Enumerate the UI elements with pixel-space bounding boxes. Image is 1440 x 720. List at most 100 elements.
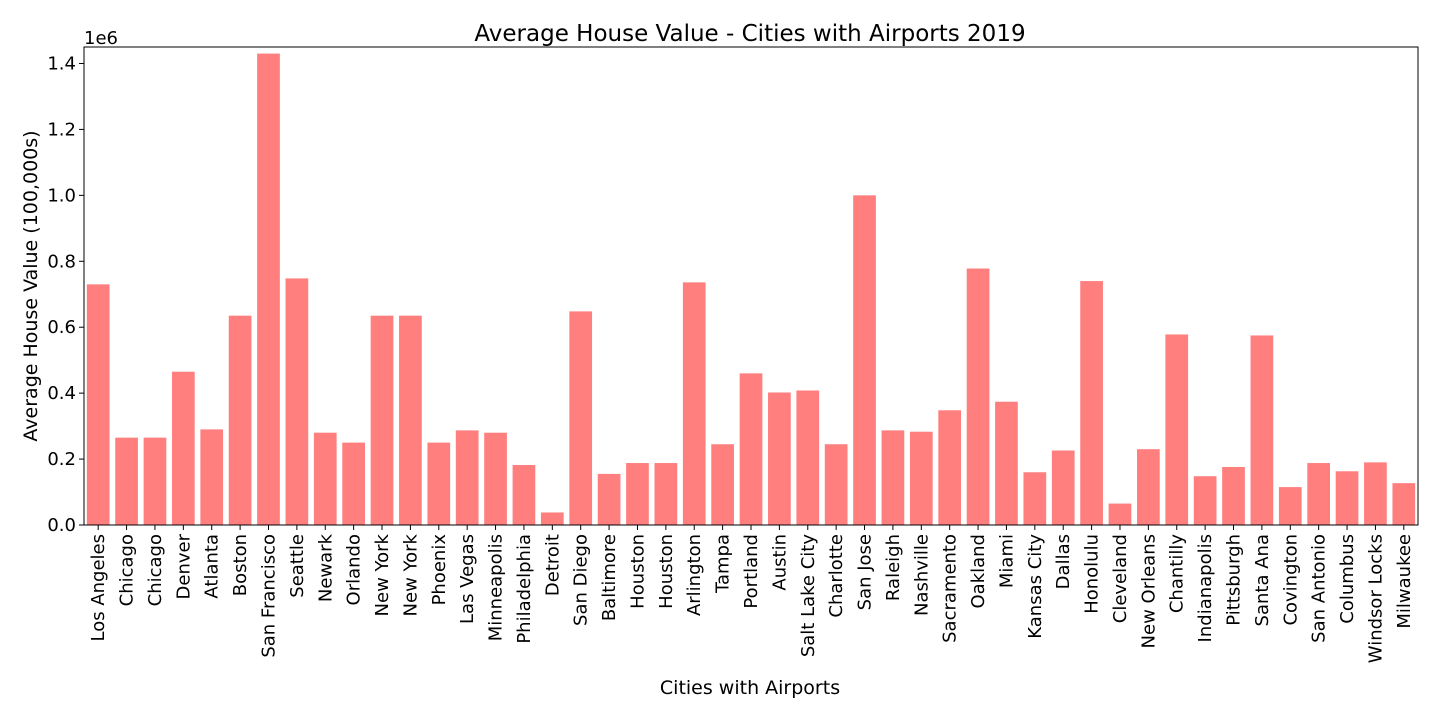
x-tick-label: San Francisco bbox=[258, 534, 279, 658]
bar bbox=[1335, 471, 1359, 525]
x-tick-label: Cleveland bbox=[1110, 534, 1131, 623]
x-tick-label: Dallas bbox=[1053, 534, 1074, 589]
bar bbox=[853, 195, 876, 525]
x-tick-label: Newark bbox=[315, 533, 336, 602]
x-tick-label: Phoenix bbox=[429, 534, 450, 606]
x-tick-label: Santa Ana bbox=[1252, 534, 1273, 626]
bar bbox=[1222, 466, 1245, 525]
bar bbox=[1165, 334, 1189, 525]
x-tick-label: Atlanta bbox=[202, 534, 223, 599]
y-tick-label: 0.2 bbox=[47, 449, 76, 470]
x-tick-label: Chicago bbox=[117, 534, 138, 606]
bar bbox=[257, 53, 280, 525]
bar bbox=[86, 284, 110, 525]
bar bbox=[1193, 476, 1217, 525]
bar bbox=[1364, 462, 1387, 525]
x-tick-label: New York bbox=[400, 533, 421, 616]
bars-group bbox=[86, 53, 1416, 525]
x-tick-label: Arlington bbox=[684, 534, 705, 616]
bar bbox=[1023, 472, 1047, 525]
bar bbox=[370, 315, 394, 525]
x-tick-label: Las Vegas bbox=[457, 534, 478, 624]
x-tick-label: Baltimore bbox=[599, 534, 620, 621]
bar bbox=[115, 437, 138, 525]
x-tick-label: Oakland bbox=[968, 534, 989, 609]
y-axis-offset-label: 1e6 bbox=[84, 28, 118, 49]
bar bbox=[1108, 503, 1132, 525]
bar bbox=[1250, 335, 1274, 525]
bar bbox=[1051, 450, 1075, 525]
x-tick-label: New York bbox=[372, 533, 393, 616]
y-axis-ticks: 0.0 0.2 0.4 0.6 0.8 1.0 1.2 1.4 bbox=[47, 53, 84, 536]
bar bbox=[512, 465, 536, 525]
x-tick-label: Denver bbox=[173, 533, 194, 599]
bar bbox=[200, 429, 224, 525]
x-axis-label: Cities with Airports bbox=[660, 677, 840, 699]
x-tick-label: Nashville bbox=[911, 534, 932, 616]
y-tick-label: 1.0 bbox=[47, 185, 76, 206]
x-tick-label: Seattle bbox=[287, 534, 308, 598]
bar bbox=[171, 371, 195, 525]
x-tick-label: Chicago bbox=[145, 534, 166, 606]
bar bbox=[427, 442, 451, 525]
y-axis-label: Average House Value (100,000s) bbox=[20, 130, 42, 441]
bar bbox=[881, 430, 905, 525]
x-tick-label: Covington bbox=[1280, 534, 1301, 626]
bar bbox=[654, 463, 678, 525]
bar bbox=[1137, 449, 1160, 525]
x-tick-label: Honolulu bbox=[1082, 534, 1103, 614]
x-tick-label: Milwaukee bbox=[1394, 534, 1415, 629]
y-tick-label: 0.8 bbox=[47, 251, 76, 272]
x-tick-label: Orlando bbox=[344, 534, 365, 605]
bar bbox=[824, 444, 848, 525]
bar bbox=[1307, 463, 1331, 525]
bar bbox=[228, 315, 252, 525]
bar bbox=[739, 373, 763, 525]
bar bbox=[1392, 483, 1416, 525]
x-tick-label: Kansas City bbox=[1025, 534, 1046, 639]
y-tick-label: 0.0 bbox=[47, 515, 76, 536]
x-tick-label: Portland bbox=[741, 534, 762, 609]
x-tick-label: San Antonio bbox=[1309, 534, 1330, 643]
x-tick-label: Chantilly bbox=[1167, 534, 1188, 613]
y-tick-label: 0.4 bbox=[47, 383, 76, 404]
x-tick-label: Miami bbox=[996, 534, 1017, 588]
chart-title: Average House Value - Cities with Airpor… bbox=[474, 21, 1025, 47]
x-tick-label: New Orleans bbox=[1138, 534, 1159, 648]
bar bbox=[143, 437, 167, 525]
x-tick-label: Philadelphia bbox=[514, 534, 535, 644]
bar bbox=[938, 410, 962, 525]
bar bbox=[909, 431, 933, 525]
bar bbox=[399, 315, 422, 525]
y-tick-label: 1.4 bbox=[47, 53, 76, 74]
x-tick-label: Columbus bbox=[1337, 534, 1358, 624]
x-tick-label: Tampa bbox=[713, 534, 734, 594]
bar bbox=[995, 401, 1018, 525]
y-tick-label: 1.2 bbox=[47, 119, 76, 140]
x-tick-label: Sacramento bbox=[940, 534, 961, 643]
x-tick-label: San Diego bbox=[571, 534, 592, 626]
bar bbox=[540, 512, 564, 525]
x-tick-label: Pittsburgh bbox=[1224, 534, 1245, 626]
bar bbox=[484, 432, 507, 525]
x-axis-ticks: Los Angeles Chicago Chicago Denver Atlanta Bo… bbox=[88, 525, 1415, 663]
bar bbox=[1278, 487, 1302, 525]
plot-frame bbox=[83, 46, 1419, 526]
x-tick-label: Raleigh bbox=[883, 534, 904, 601]
x-tick-label: Charlotte bbox=[826, 534, 847, 618]
bar bbox=[569, 311, 593, 525]
x-tick-label: Minneapolis bbox=[486, 534, 507, 641]
x-tick-label: Boston bbox=[230, 534, 251, 596]
x-tick-label: Windsor Locks bbox=[1365, 534, 1386, 663]
bar bbox=[768, 392, 791, 525]
bar bbox=[313, 432, 337, 525]
x-tick-label: Indianapolis bbox=[1195, 534, 1216, 642]
bar bbox=[682, 282, 706, 525]
bar bbox=[342, 442, 365, 525]
x-tick-label: Los Angeles bbox=[88, 534, 109, 642]
bar bbox=[966, 268, 990, 525]
bar bbox=[285, 278, 309, 525]
bar bbox=[1080, 281, 1103, 525]
x-tick-label: Detroit bbox=[542, 534, 563, 596]
